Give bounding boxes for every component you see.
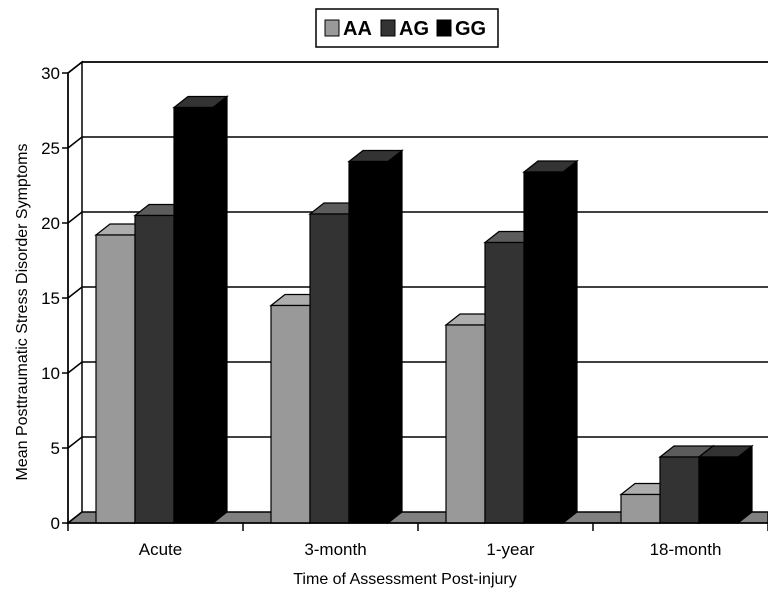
bar xyxy=(620,493,661,524)
bar xyxy=(95,234,136,524)
bar xyxy=(348,160,389,524)
legend-item-GG: GG xyxy=(436,18,486,40)
bar-side xyxy=(387,149,403,525)
x-axis: Acute 3-month 1-year 18-month xyxy=(67,522,768,559)
gridline xyxy=(67,136,768,149)
y-tick-label: 25 xyxy=(41,139,60,158)
bar xyxy=(134,214,175,524)
legend-item-AA: AA xyxy=(324,18,372,40)
bar xyxy=(445,324,486,524)
gridline xyxy=(67,61,768,74)
legend-swatch xyxy=(380,19,396,37)
bars xyxy=(94,95,754,525)
y-tick-label: 0 xyxy=(51,514,60,533)
x-tick-label: 18-month xyxy=(650,540,722,559)
legend-item-AG: AG xyxy=(380,18,429,40)
legend-label: GG xyxy=(455,18,486,40)
x-tick-label: 3-month xyxy=(304,540,366,559)
y-tick-label: 10 xyxy=(41,364,60,383)
bar xyxy=(309,213,350,524)
legend-label: AG xyxy=(399,18,429,40)
bar-GG-18-month xyxy=(697,444,754,525)
legend-swatch xyxy=(324,19,340,37)
x-tick-label: 1-year xyxy=(486,540,535,559)
legend-swatch xyxy=(436,19,452,37)
bar-side xyxy=(212,95,228,525)
y-tick-label: 30 xyxy=(41,64,60,83)
bar xyxy=(659,456,700,524)
bar xyxy=(173,106,214,524)
bar-GG-Acute xyxy=(172,95,229,525)
bar-GG-1-year xyxy=(522,159,579,525)
y-axis-title: Mean Posttraumatic Stress Disorder Sympt… xyxy=(14,144,31,481)
bar xyxy=(484,241,525,524)
bar xyxy=(270,304,311,524)
bar-side xyxy=(562,159,578,525)
legend: AA AG GG xyxy=(324,18,486,40)
legend-label: AA xyxy=(343,18,372,40)
y-tick-label: 15 xyxy=(41,289,60,308)
y-tick-label: 5 xyxy=(51,439,60,458)
y-axis: 0 5 10 15 20 25 30 xyxy=(41,64,69,533)
x-tick-label: Acute xyxy=(139,540,182,559)
y-tick-label: 20 xyxy=(41,214,60,233)
x-axis-title: Time of Assessment Post-injury xyxy=(293,571,516,588)
bar-side xyxy=(737,444,753,525)
bar xyxy=(523,171,564,524)
bar xyxy=(698,456,739,524)
bar-GG-3-month xyxy=(347,149,404,525)
legend-box xyxy=(315,8,499,48)
